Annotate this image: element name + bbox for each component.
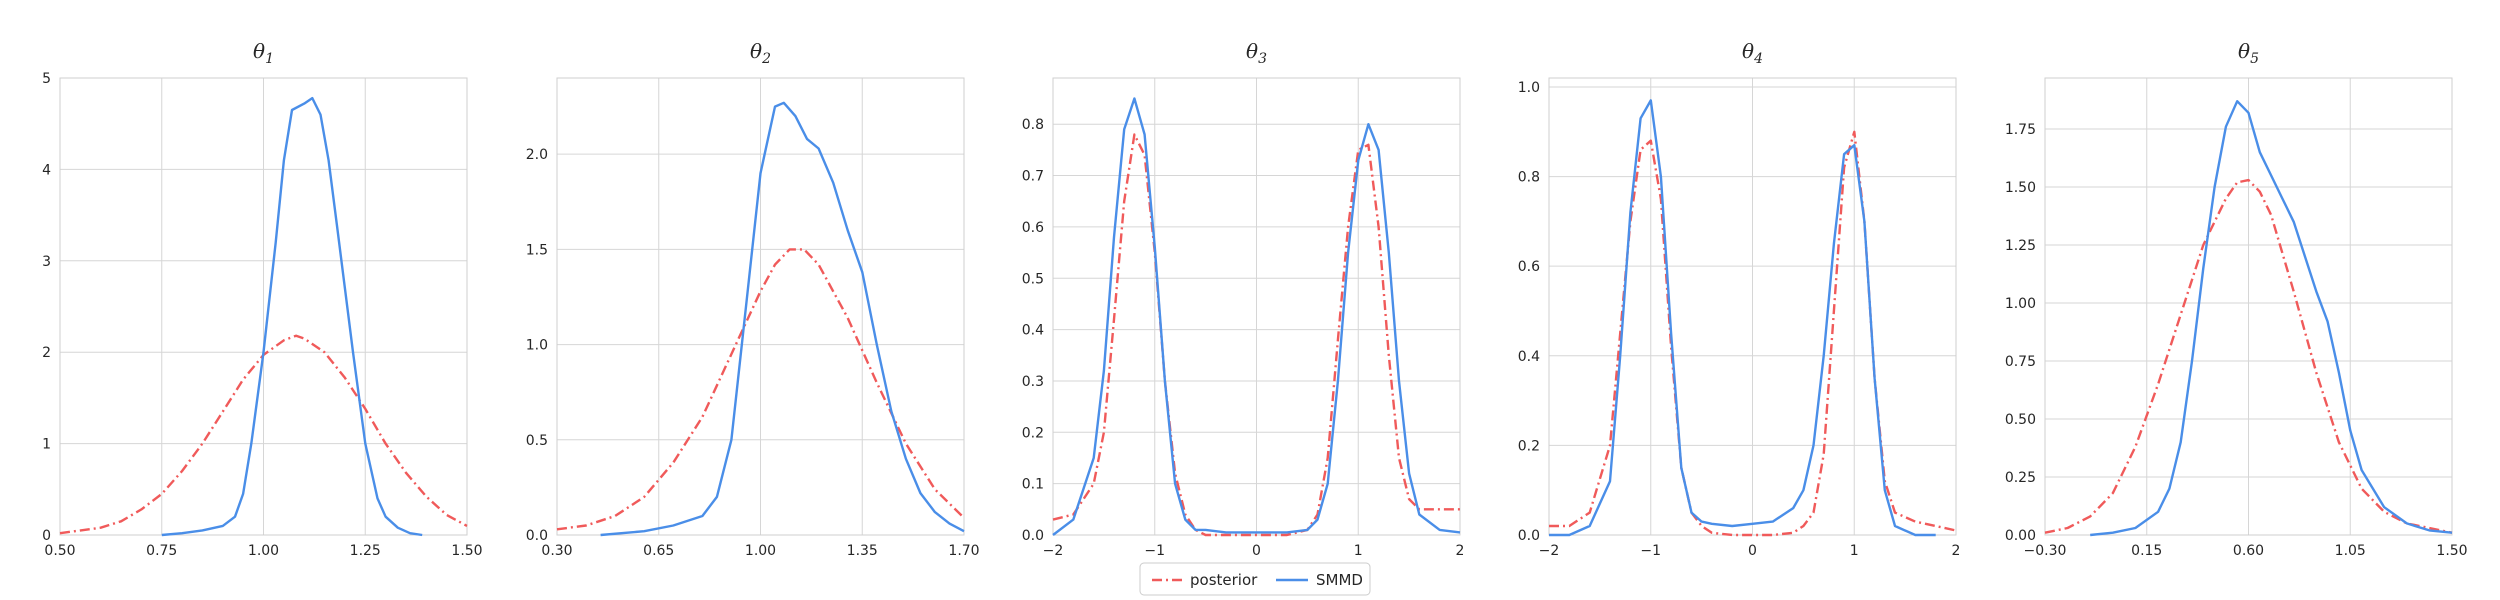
- x-tick-label: 0.60: [2233, 543, 2264, 559]
- plot-frame: [59, 77, 468, 536]
- panel-title: θ3: [1246, 39, 1267, 67]
- x-tick-label: −2: [1043, 543, 1064, 559]
- panel-title-subscript: 2: [761, 51, 771, 67]
- series-smmd-line: [600, 101, 965, 537]
- x-tick-label: 1: [1354, 543, 1363, 559]
- y-tick-label: 0.4: [1022, 323, 1044, 339]
- series-posterior-line: [59, 334, 468, 535]
- plot-frame: [1548, 77, 1957, 536]
- y-tick-label: 0.5: [1022, 271, 1044, 287]
- y-tick-label: 5: [42, 71, 51, 87]
- y-tick-label: 0.8: [1022, 117, 1044, 133]
- x-tick-label: 1.35: [847, 543, 878, 559]
- y-tick-label: 1.0: [526, 338, 548, 354]
- panel-title-subscript: 1: [265, 51, 274, 67]
- y-tick-label: 0.00: [2005, 528, 2036, 544]
- y-tick-label: 0.3: [1022, 374, 1044, 390]
- y-tick-label: 0.6: [1518, 259, 1540, 275]
- x-tick-label: 0: [1748, 543, 1757, 559]
- x-tick-label: 1.50: [451, 543, 482, 559]
- x-tick-label: 1.05: [2335, 543, 2366, 559]
- y-tick-label: 0.4: [1518, 349, 1540, 365]
- series-smmd-line: [161, 96, 423, 537]
- series-smmd-line: [1549, 99, 1936, 537]
- x-tick-label: 1.00: [248, 543, 279, 559]
- series-posterior-line: [2044, 178, 2453, 534]
- y-tick-label: 0.2: [1518, 438, 1540, 454]
- x-tick-label: 0.50: [44, 543, 75, 559]
- panel-title-subscript: 4: [1753, 51, 1763, 67]
- x-tick-label: 1.25: [350, 543, 381, 559]
- y-tick-label: 3: [42, 254, 51, 270]
- y-tick-label: 4: [42, 162, 51, 178]
- plot-frame: [556, 77, 965, 536]
- x-tick-label: 0.30: [541, 543, 572, 559]
- y-tick-label: 1.5: [526, 242, 548, 258]
- legend-frame: [1139, 562, 1371, 596]
- legend-posterior-label: posterior: [1190, 571, 1258, 589]
- x-tick-label: 1.70: [948, 543, 979, 559]
- x-tick-label: 1.00: [745, 543, 776, 559]
- panel-title: θ5: [2238, 39, 2259, 67]
- plot-frame: [2044, 77, 2453, 536]
- x-tick-label: 1: [1850, 543, 1859, 559]
- x-tick-label: 1.50: [2436, 543, 2467, 559]
- y-tick-label: 0.7: [1022, 169, 1044, 185]
- panel-4: −2 −1 0 1 2 0.0 0.2 0.4 0.6 0.8 1.0 θ4: [1518, 39, 1961, 559]
- x-tick-label: 0: [1252, 543, 1261, 559]
- y-tick-label: 1.00: [2005, 296, 2036, 312]
- panel-title-subscript: 5: [2250, 51, 2259, 67]
- y-tick-label: 0.0: [1022, 528, 1044, 544]
- y-tick-label: 0.25: [2005, 470, 2036, 486]
- y-tick-label: 0.5: [526, 433, 548, 449]
- panel-title-subscript: 3: [1258, 51, 1267, 67]
- x-tick-label: 2: [1456, 543, 1465, 559]
- y-tick-label: 0.6: [1022, 220, 1044, 236]
- panel-title: θ1: [253, 39, 274, 67]
- y-tick-label: 0.8: [1518, 170, 1540, 186]
- x-tick-label: −1: [1144, 543, 1165, 559]
- y-tick-label: 2: [42, 345, 51, 361]
- x-tick-label: 0.75: [146, 543, 177, 559]
- x-tick-label: −0.30: [2024, 543, 2067, 559]
- y-tick-label: 1.75: [2005, 122, 2036, 138]
- x-tick-label: −1: [1640, 543, 1661, 559]
- series-posterior-line: [1052, 133, 1460, 537]
- x-tick-label: 0.65: [643, 543, 674, 559]
- y-tick-label: 1.0: [1518, 80, 1540, 96]
- panel-1: 0.50 0.75 1.00 1.25 1.50 0 1 2 3 4 5 θ1: [42, 39, 483, 559]
- panel-3: −2 −1 0 1 2 0.0 0.1 0.2 0.3 0.4 0.5 0.6 0.7 0.8 θ3: [1022, 39, 1465, 559]
- y-tick-label: 2.0: [526, 147, 548, 163]
- x-tick-label: 2: [1952, 543, 1961, 559]
- x-tick-label: −2: [1539, 543, 1560, 559]
- panel-2: 0.30 0.65 1.00 1.35 1.70 0.0 0.5 1.0 1.5 2.0 θ2: [526, 39, 980, 559]
- y-tick-label: 1.50: [2005, 180, 2036, 196]
- y-tick-label: 0.75: [2005, 354, 2036, 370]
- y-tick-label: 0.50: [2005, 412, 2036, 428]
- y-tick-label: 0.0: [1518, 528, 1540, 544]
- y-tick-label: 1.25: [2005, 238, 2036, 254]
- panel-title: θ4: [1742, 39, 1763, 67]
- series-smmd-line: [2090, 100, 2453, 537]
- y-tick-label: 1: [42, 437, 51, 453]
- y-tick-label: 0.0: [526, 528, 548, 544]
- y-tick-label: 0.2: [1022, 425, 1044, 441]
- y-tick-label: 0.1: [1022, 477, 1044, 493]
- x-tick-label: 0.15: [2131, 543, 2162, 559]
- panel-title: θ2: [750, 39, 771, 67]
- series-smmd-line: [1052, 97, 1461, 536]
- panel-5: −0.30 0.15 0.60 1.05 1.50 0.00 0.25 0.50 0.75 1.0…: [2005, 39, 2468, 559]
- series-posterior-line: [556, 248, 965, 531]
- y-tick-label: 0: [42, 528, 51, 544]
- legend-smmd-label: SMMD: [1316, 571, 1363, 589]
- legend: posterior SMMD: [1139, 562, 1371, 596]
